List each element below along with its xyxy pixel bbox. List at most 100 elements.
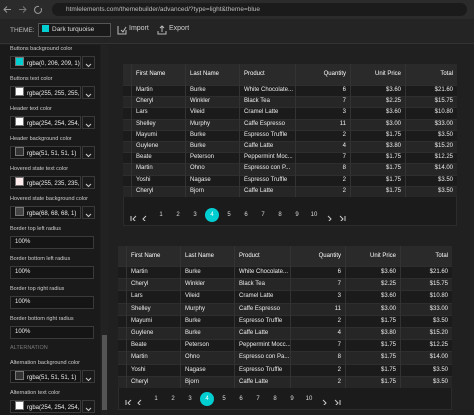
grid-cell: Caffe Latte — [234, 327, 290, 340]
pager-arrow[interactable] — [135, 395, 145, 405]
setting-input[interactable]: rgba(255, 235, 235, 1) — [10, 176, 81, 189]
setting-value: rgba(51, 51, 51, 1) — [27, 151, 77, 157]
grid-cell: $3.00 — [350, 118, 405, 130]
current-page[interactable]: 4 — [200, 392, 214, 406]
page-button[interactable]: 9 — [295, 212, 299, 218]
grid-cell: Shelley — [131, 118, 185, 130]
grid-cell: 4 — [295, 141, 350, 153]
grid-cell: $1.75 — [345, 351, 400, 364]
grid-row — [123, 129, 457, 141]
page-button[interactable]: 10 — [310, 212, 318, 218]
grid-cell: 2 — [295, 185, 350, 197]
setting-input[interactable]: 100% — [10, 296, 94, 309]
dropdown-button[interactable] — [82, 116, 95, 129]
page-button[interactable]: 5 — [227, 212, 231, 218]
setting-input[interactable]: rgba(0, 206, 209, 1) — [10, 56, 81, 69]
page-button[interactable]: 3 — [193, 212, 197, 218]
grid-cell: $15.75 — [405, 96, 457, 108]
setting-input[interactable]: rgba(255, 255, 255, 1) — [10, 86, 81, 99]
import-button[interactable]: Import — [129, 25, 149, 32]
grid-cell: Peterson — [180, 339, 234, 352]
page-button[interactable]: 3 — [188, 396, 192, 402]
grid-row — [118, 266, 452, 279]
dropdown-button[interactable] — [82, 56, 95, 69]
grid-cell: Peppermint Moc... — [239, 152, 295, 164]
scrollbar — [101, 45, 108, 415]
grid-cell: Winkler — [180, 278, 234, 291]
export-button[interactable]: Export — [169, 25, 190, 32]
dropdown-button[interactable] — [82, 206, 95, 219]
color-swatch — [15, 401, 24, 410]
column-header: Unit Price — [345, 246, 400, 266]
page-button[interactable]: 8 — [278, 212, 282, 218]
dropdown-button[interactable] — [82, 400, 95, 413]
dropdown-arrow — [85, 183, 92, 188]
setting-input[interactable]: 100% — [10, 266, 94, 279]
page-button[interactable]: 2 — [176, 212, 180, 218]
page-button[interactable]: 1 — [154, 396, 158, 402]
page-button[interactable]: 1 — [159, 212, 163, 218]
scroll-thumb[interactable] — [102, 335, 107, 410]
grid-cell: Murphy — [180, 302, 234, 315]
dropdown-button[interactable] — [82, 370, 95, 383]
grid-cell: Ohno — [180, 351, 234, 364]
current-page[interactable]: 4 — [205, 208, 219, 222]
grid-cell: 3 — [295, 107, 350, 119]
page-button[interactable]: 2 — [171, 396, 175, 402]
page-button[interactable]: 8 — [273, 396, 277, 402]
grid-cell: Burke — [180, 314, 234, 327]
setting-input[interactable]: rgba(51, 51, 51, 1) — [10, 370, 81, 383]
setting-label: Border top left radius — [10, 226, 62, 232]
arrow-icon — [125, 399, 132, 405]
grid-cell: $3.60 — [350, 85, 405, 97]
column-header: First Name — [131, 64, 185, 85]
setting-input[interactable]: 100% — [10, 326, 94, 339]
column-header: Quantity — [295, 64, 350, 85]
grid-cell: Shelley — [126, 302, 180, 315]
setting-input[interactable]: rgba(68, 68, 68, 1) — [10, 206, 81, 219]
pager-arrow[interactable] — [338, 211, 348, 221]
pager-arrow[interactable] — [140, 211, 150, 221]
page-button[interactable]: 10 — [305, 396, 313, 402]
page-button[interactable]: 6 — [244, 212, 248, 218]
color-swatch — [15, 87, 24, 96]
grid-cell: $15.75 — [400, 278, 452, 291]
setting-input[interactable]: 100% — [10, 236, 94, 249]
setting-label: Header background color — [10, 136, 72, 142]
dropdown-button[interactable] — [82, 86, 95, 99]
grid-cell: Caffe Espresso — [239, 118, 295, 130]
dropdown-button[interactable] — [82, 176, 95, 189]
page-button[interactable]: 9 — [290, 396, 294, 402]
page-button[interactable]: 6 — [239, 396, 243, 402]
grid-cell: $3.50 — [400, 363, 452, 376]
grid-cell: $15.20 — [400, 327, 452, 340]
setting-input[interactable]: rgba(51, 51, 51, 1) — [10, 146, 81, 159]
page-button[interactable]: 5 — [222, 396, 226, 402]
pager-arrow[interactable] — [319, 395, 329, 405]
pager-arrow[interactable] — [128, 211, 138, 221]
grid-cell: $21.60 — [405, 85, 457, 97]
color-swatch — [15, 207, 24, 216]
pager-arrow[interactable] — [324, 211, 334, 221]
grid-cell: Cheryl — [126, 278, 180, 291]
grid-cell: $3.80 — [350, 141, 405, 153]
dropdown-button[interactable] — [82, 146, 95, 159]
pager-arrow[interactable] — [333, 395, 343, 405]
setting-value: rgba(51, 51, 51, 1) — [27, 375, 77, 381]
grid-cell: $1.75 — [350, 185, 405, 197]
grid-cell: 11 — [290, 302, 345, 315]
grid-row — [123, 163, 457, 175]
page-button[interactable]: 7 — [261, 212, 265, 218]
setting-input[interactable]: rgba(254, 254, 254, 1) — [10, 116, 81, 129]
theme-select[interactable]: Dark turquoise — [38, 23, 111, 37]
url-field[interactable]: htmlelements.com/themebuilder/advanced/?… — [52, 3, 467, 16]
grid-cell: $12.25 — [405, 152, 457, 164]
grid-row — [118, 290, 452, 303]
pager-arrow[interactable] — [123, 395, 133, 405]
setting-label: Hovered state background color — [10, 196, 88, 202]
grid-cell: $10.80 — [400, 290, 452, 303]
page-button[interactable]: 7 — [256, 396, 260, 402]
setting-input[interactable]: rgba(254, 254, 254, 1) — [10, 400, 81, 413]
grid-cell: Martin — [131, 163, 185, 175]
grid-cell: Burke — [180, 327, 234, 340]
